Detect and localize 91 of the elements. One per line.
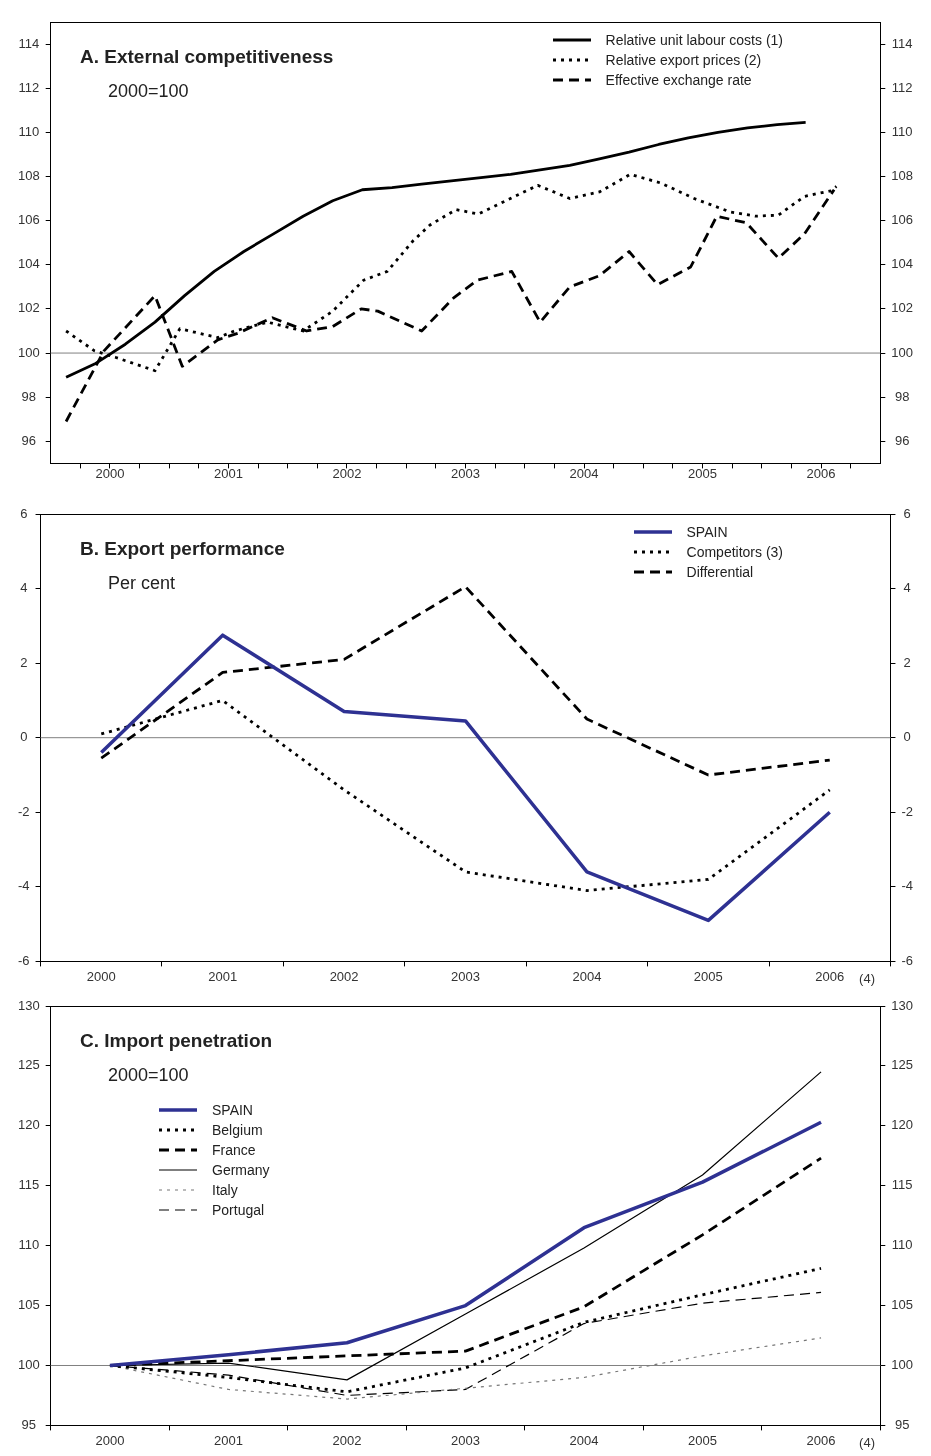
y-tick-label: -2	[18, 803, 30, 819]
x-tick-label: 2005	[688, 1432, 717, 1448]
y2-tick-label: 100	[891, 1357, 914, 1373]
y2-tick-label: 4	[903, 580, 911, 596]
y2-tick-label: 98	[894, 388, 910, 404]
x-tick-label: 2001	[214, 465, 243, 481]
legend-label: Differential	[686, 563, 754, 582]
y2-tick-label: 108	[891, 168, 914, 184]
y-tick-label: 102	[17, 300, 40, 316]
y-tick-label: -4	[18, 878, 30, 894]
text: Per cent	[108, 573, 176, 594]
x-tick-label: 2001	[214, 1432, 243, 1448]
y-tick-label: 100	[17, 344, 40, 360]
y-tick-label: 114	[18, 35, 40, 51]
y2-tick-label: 105	[891, 1297, 914, 1313]
x-tick-label: 2004	[569, 1432, 599, 1448]
x-tick-label: 2000	[86, 968, 116, 984]
x-tick-label: 2005	[693, 968, 723, 984]
y-tick-label: 115	[18, 1177, 40, 1193]
x-tick-label: 2000	[95, 465, 125, 481]
x-tick-label: 2001	[208, 968, 238, 984]
y2-tick-label: 104	[891, 256, 914, 272]
y-tick-label: 4	[20, 580, 28, 596]
y-tick-label: 120	[17, 1117, 40, 1133]
y-tick-label: 96	[21, 432, 37, 448]
y2-tick-label: 6	[903, 505, 911, 521]
legend-label: SPAIN	[212, 1101, 253, 1120]
legend-label: Relative unit labour costs (1)	[605, 31, 783, 50]
y2-tick-label: 112	[891, 79, 913, 95]
x-tick-label: 2005	[688, 465, 717, 481]
x-tick-label: 2006	[806, 465, 836, 481]
y2-tick-label: 110	[891, 123, 913, 139]
y-tick-label: 100	[17, 1357, 40, 1373]
y2-tick-label: 96	[894, 432, 910, 448]
y-tick-label: 108	[17, 168, 40, 184]
x-tick-label: 2004	[569, 465, 599, 481]
y-tick-label: 106	[17, 212, 40, 228]
y2-tick-label: 110	[891, 1237, 913, 1253]
y2-tick-label: 95	[894, 1416, 910, 1432]
legend-label: Germany	[212, 1161, 270, 1180]
text: 2000=100	[108, 1065, 189, 1086]
legend-label: Relative export prices (2)	[605, 51, 762, 70]
y2-tick-label: 115	[891, 1177, 913, 1193]
legend-label: Competitors (3)	[686, 543, 783, 562]
y2-tick-label: 114	[891, 35, 913, 51]
y-tick-label: 104	[17, 256, 40, 272]
y-tick-label: 98	[21, 388, 37, 404]
legend-label: France	[212, 1141, 256, 1160]
y2-tick-label: 2	[903, 654, 911, 670]
y-tick-label: 95	[21, 1416, 37, 1432]
y-tick-label: 2	[20, 654, 28, 670]
text: C. Import penetration	[80, 1030, 273, 1052]
x-tick-label: 2002	[332, 465, 362, 481]
y-tick-label: 105	[17, 1297, 40, 1313]
y2-tick-label: -4	[901, 878, 913, 894]
y-tick-label: 110	[18, 123, 40, 139]
x-tick-label: 2000	[95, 1432, 125, 1448]
y-tick-label: 125	[17, 1057, 40, 1073]
text: 2000=100	[108, 81, 189, 102]
y2-tick-label: 0	[903, 729, 911, 745]
y2-tick-label: 120	[891, 1117, 914, 1133]
text: (4)	[859, 971, 875, 986]
x-tick-label: 2002	[329, 968, 359, 984]
legend-label: Effective exchange rate	[605, 71, 752, 90]
y2-tick-label: -2	[901, 803, 913, 819]
x-tick-label: 2003	[451, 465, 480, 481]
y2-tick-label: 106	[891, 212, 914, 228]
x-tick-label: 2003	[451, 1432, 480, 1448]
y-tick-label: -6	[18, 952, 30, 968]
y-tick-label: 110	[18, 1237, 40, 1253]
y-tick-label: 112	[18, 79, 40, 95]
text: (4)	[859, 1435, 875, 1450]
y2-tick-label: 102	[891, 300, 914, 316]
x-tick-label: 2004	[572, 968, 602, 984]
y2-tick-label: -6	[901, 952, 913, 968]
text: B. Export performance	[80, 538, 285, 560]
x-tick-label: 2002	[332, 1432, 362, 1448]
text: A. External competitiveness	[80, 46, 334, 68]
legend-label: SPAIN	[686, 523, 728, 542]
y-tick-label: 130	[17, 997, 40, 1013]
x-tick-label: 2003	[451, 968, 480, 984]
x-tick-label: 2006	[815, 968, 845, 984]
y-tick-label: 6	[20, 505, 28, 521]
legend-label: Italy	[212, 1181, 238, 1200]
y2-tick-label: 100	[891, 344, 914, 360]
y2-tick-label: 125	[891, 1057, 914, 1073]
x-tick-label: 2006	[806, 1432, 836, 1448]
legend-label: Portugal	[212, 1201, 265, 1220]
y2-tick-label: 130	[891, 997, 914, 1013]
y-tick-label: 0	[20, 729, 28, 745]
legend-label: Belgium	[212, 1121, 263, 1140]
